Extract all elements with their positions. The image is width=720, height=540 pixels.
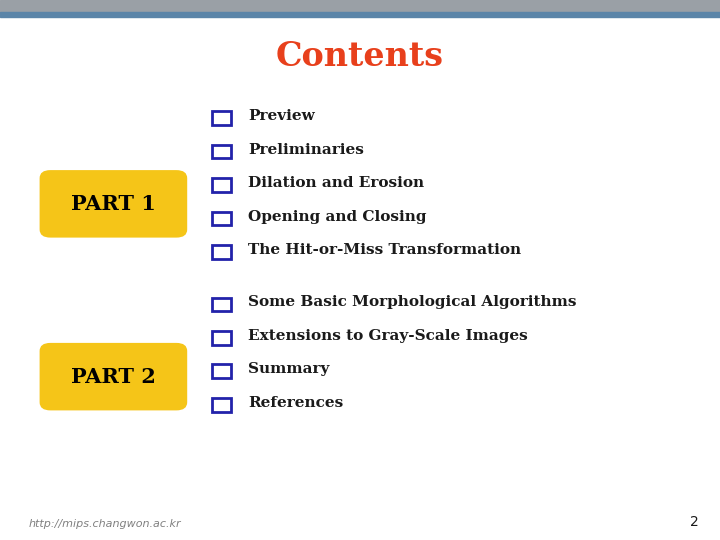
Bar bbox=[0, 12, 720, 17]
Text: The Hit-or-Miss Transformation: The Hit-or-Miss Transformation bbox=[248, 243, 521, 257]
Text: Some Basic Morphological Algorithms: Some Basic Morphological Algorithms bbox=[248, 295, 577, 309]
Bar bbox=[212, 398, 230, 411]
Bar bbox=[0, 0, 720, 12]
Bar bbox=[212, 245, 230, 259]
Bar bbox=[212, 212, 230, 226]
Text: Extensions to Gray-Scale Images: Extensions to Gray-Scale Images bbox=[248, 329, 528, 343]
Text: 2: 2 bbox=[690, 515, 698, 529]
FancyBboxPatch shape bbox=[40, 170, 187, 238]
Bar bbox=[212, 145, 230, 158]
Text: Preliminaries: Preliminaries bbox=[248, 143, 364, 157]
Bar bbox=[212, 364, 230, 378]
Text: Summary: Summary bbox=[248, 362, 330, 376]
Text: Preview: Preview bbox=[248, 109, 315, 123]
Text: Contents: Contents bbox=[276, 40, 444, 73]
Text: PART 1: PART 1 bbox=[71, 194, 156, 214]
Bar bbox=[212, 111, 230, 125]
Text: PART 2: PART 2 bbox=[71, 367, 156, 387]
Bar bbox=[212, 331, 230, 345]
Text: Opening and Closing: Opening and Closing bbox=[248, 210, 427, 224]
Text: References: References bbox=[248, 396, 343, 410]
Text: Dilation and Erosion: Dilation and Erosion bbox=[248, 176, 425, 190]
Text: http://mips.changwon.ac.kr: http://mips.changwon.ac.kr bbox=[29, 519, 181, 529]
FancyBboxPatch shape bbox=[40, 343, 187, 410]
Bar bbox=[212, 178, 230, 192]
Bar bbox=[212, 298, 230, 311]
